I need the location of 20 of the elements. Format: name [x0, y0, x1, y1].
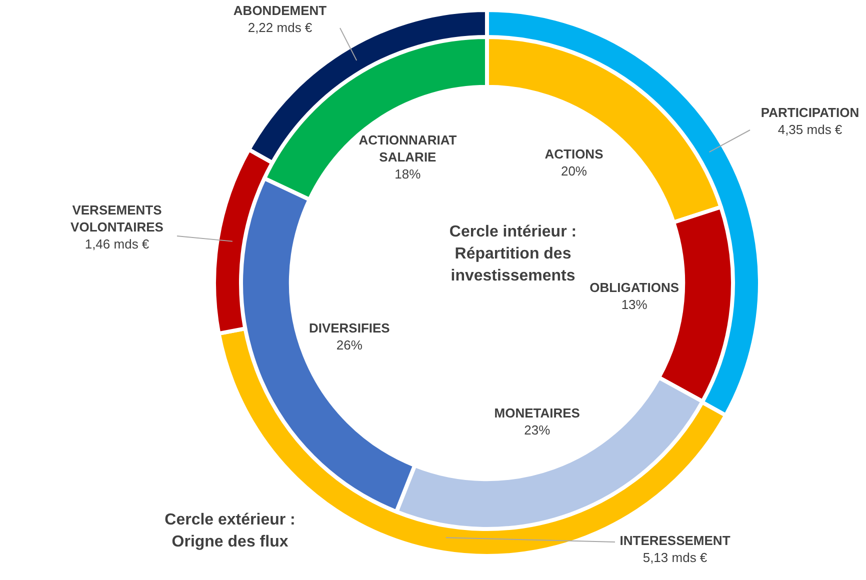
- slice-label: OBLIGATIONS: [590, 280, 680, 296]
- data-label: 2,22 mds €: [248, 20, 313, 36]
- text: Cercle extérieur : Origne des flux: [164, 511, 296, 550]
- slice-label: ACTIONNARIAT SALARIE: [358, 132, 457, 165]
- data-label: 1,46 mds €: [84, 236, 150, 252]
- slice-label: MONETAIRES: [494, 405, 580, 420]
- data-label: 13%: [621, 297, 648, 312]
- slice-label: ABONDEMENT: [233, 3, 327, 18]
- text: Cercle intérieur : Répartition des investissements: [449, 223, 577, 284]
- data-label: 20%: [560, 163, 588, 178]
- slice-label: PARTICIPATION: [760, 105, 860, 120]
- slice-label: ACTIONS: [544, 146, 604, 162]
- data-label: 18%: [394, 166, 422, 182]
- data-label: 4,35 mds €: [778, 122, 843, 138]
- slice-label: VERSEMENTS VOLONTAIRES: [70, 202, 164, 235]
- slice-label: INTERESSEMENT: [620, 533, 730, 548]
- slice-label: DIVERSIFIES: [308, 320, 390, 336]
- data-label: 5,13 mds €: [642, 550, 708, 566]
- data-label: 23%: [524, 422, 551, 438]
- data-label: 26%: [336, 338, 363, 353]
